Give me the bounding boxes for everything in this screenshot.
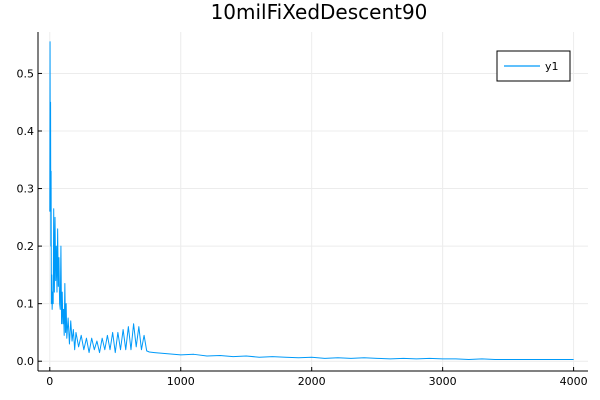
axes bbox=[37, 32, 588, 372]
legend-label-y1: y1 bbox=[545, 60, 559, 73]
x-tick-label: 4000 bbox=[560, 375, 588, 388]
x-tick-label: 0 bbox=[46, 375, 53, 388]
tick-labels: 0 1000 2000 3000 4000 0.0 0.1 0.2 0.3 0.4 0.5 bbox=[17, 67, 588, 388]
y-tick-label: 0.2 bbox=[17, 240, 35, 253]
y-tick-label: 0.4 bbox=[17, 125, 35, 138]
legend: y1 bbox=[496, 50, 571, 82]
series-line-y1 bbox=[49, 41, 574, 360]
y-tick-label: 0.1 bbox=[17, 298, 35, 311]
x-tick-label: 1000 bbox=[167, 375, 195, 388]
y-tick-label: 0.5 bbox=[17, 67, 35, 80]
chart-title: 10milFiXedDescent90 bbox=[211, 0, 428, 24]
y-tick-label: 0.0 bbox=[17, 355, 35, 368]
x-tick-label: 3000 bbox=[429, 375, 457, 388]
y-tick-label: 0.3 bbox=[17, 183, 35, 196]
series-lines bbox=[49, 41, 574, 360]
x-tick-label: 2000 bbox=[298, 375, 326, 388]
grid bbox=[38, 32, 588, 371]
